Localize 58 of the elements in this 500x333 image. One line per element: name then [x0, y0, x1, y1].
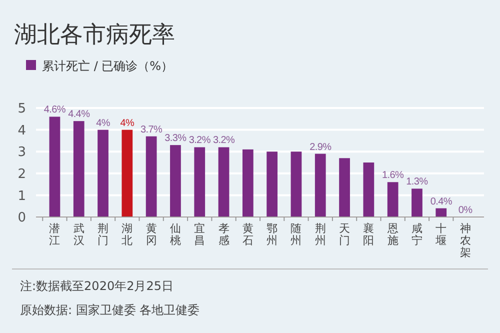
data-label: 1.6% [382, 170, 404, 182]
y-tick-label: 3 [18, 145, 26, 160]
bar [314, 154, 326, 217]
y-tick-label: 1 [18, 188, 26, 204]
data-label: 4.6% [44, 104, 66, 116]
bar [339, 158, 350, 217]
x-tick-label: 咸宁 [411, 222, 422, 247]
x-tick-label: 神农架 [460, 222, 471, 259]
data-label: 3.3% [164, 133, 187, 144]
bar [242, 149, 254, 217]
x-tick-label: 襄阳 [363, 222, 374, 247]
x-tick-label: 随州 [290, 222, 302, 247]
bar [98, 130, 108, 217]
bar [290, 152, 302, 217]
data-label: 2.9% [310, 142, 332, 153]
chart-title: 湖北各市病死率 [14, 22, 175, 48]
y-tick-label: 0 [18, 210, 26, 226]
y-tick-label: 5 [18, 102, 26, 117]
bar [170, 145, 181, 217]
x-tick-label: 鄂州 [266, 222, 278, 247]
x-tick-label: 湖北 [122, 222, 133, 247]
bar [194, 147, 206, 217]
x-tick-label: 孝感 [218, 222, 230, 247]
text: 注:数据截至2020年2月25日 [20, 279, 174, 293]
bar [73, 121, 84, 217]
x-tick-label: 黄石 [242, 222, 254, 247]
bar [122, 130, 133, 217]
x-tick-label: 黄冈 [146, 222, 157, 247]
bar [363, 162, 374, 217]
bar [218, 147, 230, 217]
bar [387, 182, 398, 217]
y-tick-label: 2 [18, 166, 26, 182]
data-label: 0% [458, 205, 473, 216]
data-label: 0.4% [430, 196, 452, 208]
data-label: 3.2% [212, 135, 235, 146]
x-tick-label: 潜江 [49, 222, 60, 247]
data-label: 4% [120, 118, 134, 129]
x-tick-label: 武汉 [73, 222, 84, 247]
x-tick-label: 十堰 [434, 222, 447, 247]
data-label: 4.4% [68, 109, 90, 120]
x-tick-label: 荆门 [98, 222, 109, 247]
bar [412, 188, 422, 217]
data-label: 1.3% [406, 176, 428, 188]
data-label: 3.2% [188, 135, 211, 146]
legend-label: 累计死亡 / 已确诊（%） [42, 59, 174, 73]
x-tick-label: 仙桃 [170, 222, 181, 247]
y-tick-label: 4 [18, 123, 26, 138]
bar [146, 136, 157, 217]
bar [266, 152, 278, 217]
data-label: 3.7% [140, 124, 163, 136]
x-tick-label: 宜昌 [194, 222, 206, 247]
bar [49, 116, 60, 217]
x-tick-label: 荆州 [314, 222, 326, 247]
bar [436, 208, 447, 217]
text: 原始数据: 国家卫健委 各地卫健委 [20, 303, 200, 317]
x-tick-label: 恩施 [386, 222, 398, 247]
x-tick-label: 天门 [339, 222, 350, 247]
data-label: 4% [96, 118, 110, 129]
